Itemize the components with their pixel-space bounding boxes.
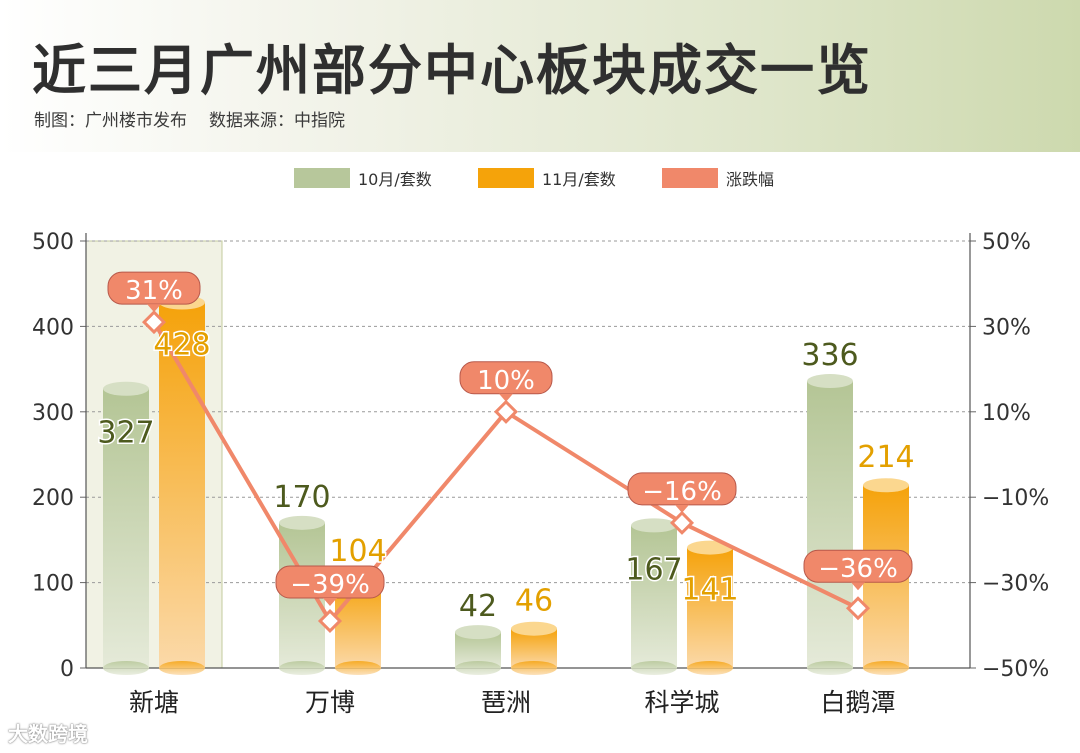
y-right-tick-label: −10% (982, 486, 1049, 511)
legend-swatch-oct (294, 168, 350, 188)
header-banner: 近三月广州部分中心板块成交一览 制图：广州楼市发布 数据来源：中指院 (0, 0, 1080, 152)
change-callout-pointer (147, 304, 161, 313)
bar-oct (807, 374, 853, 675)
change-callout-pointer (323, 598, 337, 607)
bar-nov-base (511, 661, 557, 675)
bar-oct-body (103, 388, 149, 668)
bar-oct-top (279, 515, 325, 530)
bar-nov-body (687, 547, 733, 668)
credit-maker: 制图：广州楼市发布 (34, 111, 187, 131)
change-callout: 31% (107, 271, 201, 313)
bar-oct-top (631, 518, 677, 533)
bar-nov-base (687, 661, 733, 675)
bar-oct-body (807, 381, 853, 668)
y-right-tick-label: 10% (982, 401, 1031, 426)
bar-nov-value: 141 (681, 573, 738, 608)
change-callout-pointer (851, 582, 865, 591)
change-value-label: −36% (818, 554, 898, 584)
y-left-tick-label: 500 (32, 230, 74, 255)
change-point (493, 399, 519, 424)
y-right-tick-label: 50% (982, 230, 1031, 255)
bar-oct (631, 518, 677, 675)
y-left-tick-label: 300 (32, 401, 74, 426)
change-callout-pointer (675, 504, 689, 513)
change-callout: −36% (803, 549, 913, 591)
legend-label-nov: 11月/套数 (542, 170, 616, 189)
legend-item-change: 涨跌幅 (662, 166, 774, 190)
x-tick-label: 琶洲 (481, 688, 531, 717)
bar-oct-value: 42 (459, 589, 497, 624)
bar-oct-value: 327 (97, 416, 154, 451)
page-title: 近三月广州部分中心板块成交一览 (32, 39, 872, 102)
legend-swatch-change (662, 168, 718, 188)
legend-label-change: 涨跌幅 (726, 170, 775, 189)
y-left-tick-label: 200 (32, 486, 74, 511)
x-tick-label: 新塘 (129, 688, 179, 717)
bar-oct-top (103, 381, 149, 396)
bar-oct-value: 167 (625, 552, 682, 587)
change-value-label: −16% (642, 477, 722, 507)
bar-nov-value: 428 (153, 327, 210, 362)
bar-nov-base (159, 661, 205, 675)
y-left-tick-label: 100 (32, 572, 74, 597)
change-callout: −16% (627, 472, 737, 513)
change-callout-pointer (499, 393, 513, 402)
bar-nov-top (511, 621, 557, 636)
y-right-tick-label: −30% (982, 572, 1049, 597)
credits-line: 制图：广州楼市发布 数据来源：中指院 (34, 106, 345, 131)
legend-item-nov: 11月/套数 (478, 166, 616, 190)
bar-oct-base (455, 661, 501, 675)
y-right-tick-label: 30% (982, 315, 1031, 340)
change-point (317, 609, 343, 634)
x-tick-label: 科学城 (644, 688, 719, 717)
bar-nov-value: 46 (515, 584, 553, 619)
bar-oct-base (279, 661, 325, 675)
bar-oct-top (455, 625, 501, 640)
bar-oct-value: 170 (273, 480, 330, 515)
legend-item-oct: 10月/套数 (294, 166, 432, 190)
change-value-label: 31% (125, 276, 183, 306)
change-value-label: 10% (477, 366, 535, 396)
bar-oct-body (631, 525, 677, 668)
change-callout: 10% (459, 361, 553, 402)
x-tick-label: 白鹅潭 (820, 688, 895, 717)
chart-legend: 10月/套数 11月/套数 涨跌幅 (0, 166, 1080, 190)
change-point (845, 596, 871, 621)
bar-oct-value: 336 (801, 338, 858, 373)
bar-nov-value: 214 (857, 440, 914, 475)
bar-oct-base (631, 661, 677, 675)
y-right-tick-label: −50% (982, 657, 1049, 682)
y-left-tick-label: 0 (60, 657, 74, 682)
change-callout: −39% (275, 565, 385, 607)
bar-oct (103, 381, 149, 675)
bar-nov (511, 621, 557, 675)
y-left-tick-label: 400 (32, 315, 74, 340)
legend-swatch-nov (478, 168, 534, 188)
bar-nov-base (863, 661, 909, 675)
x-tick-label: 万博 (305, 688, 355, 717)
bar-oct-base (807, 661, 853, 675)
bar-oct-top (807, 374, 853, 389)
watermark-text: 大数跨境 (8, 722, 88, 746)
change-value-label: −39% (290, 570, 370, 600)
bar-nov (687, 540, 733, 675)
bar-nov-value: 104 (329, 534, 386, 569)
bar-nov-base (335, 661, 381, 675)
credit-source: 数据来源：中指院 (209, 111, 345, 131)
change-point (141, 310, 167, 335)
change-point (669, 510, 695, 535)
bar-nov-top (863, 478, 909, 493)
bar-oct-base (103, 661, 149, 675)
bar-oct (455, 625, 501, 675)
legend-label-oct: 10月/套数 (358, 170, 432, 189)
bar-nov-body (159, 302, 205, 668)
